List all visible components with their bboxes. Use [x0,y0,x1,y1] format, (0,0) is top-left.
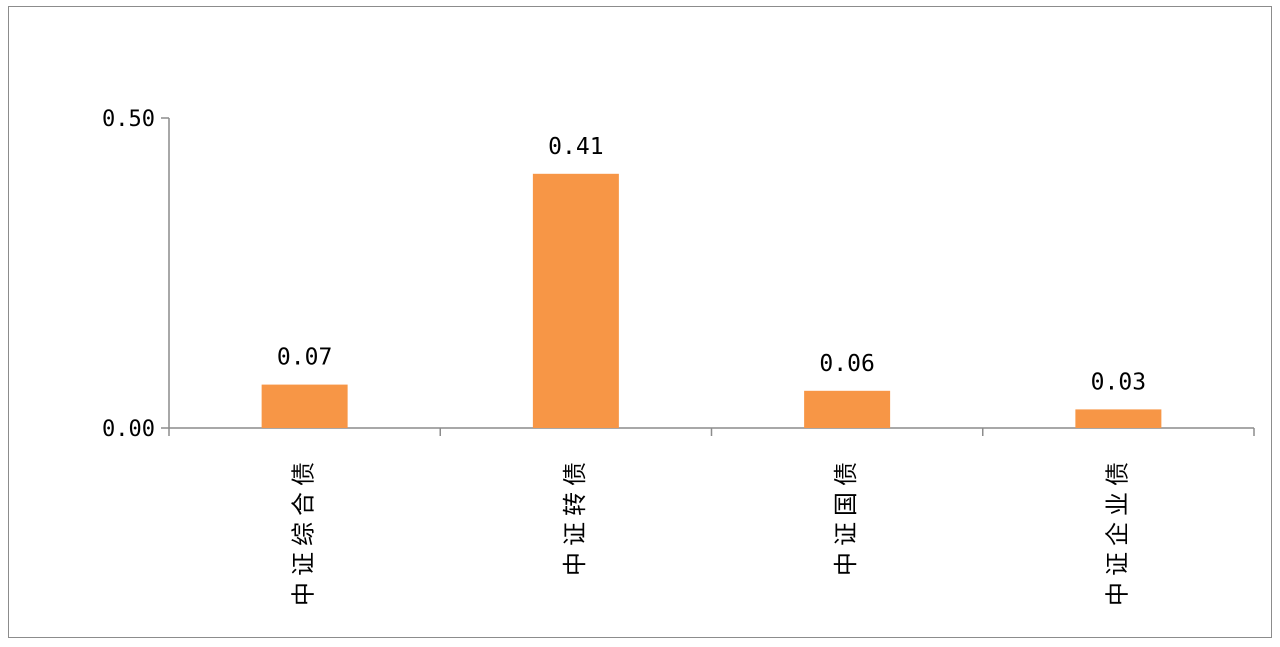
bar [1075,409,1162,428]
bar [261,384,348,428]
data-label: 0.07 [277,345,332,371]
chart-frame [8,6,1272,638]
y-tick-label: 0.50 [102,107,155,132]
data-labels: 0.07 0.41 0.06 0.03 [277,134,1146,396]
y-axis: 0.00 0.50 [102,107,170,442]
category-label: 中证综合债 [290,456,318,606]
category-label: 中证国债 [832,456,860,576]
y-tick-label: 0.00 [102,417,155,442]
data-label: 0.06 [819,351,874,377]
bar [532,173,619,428]
data-label: 0.03 [1091,369,1146,395]
category-label: 中证企业债 [1103,456,1131,606]
data-label: 0.41 [548,134,603,160]
x-axis [168,427,1255,436]
category-label: 中证转债 [561,456,589,576]
bar [804,390,891,428]
bars [261,173,1162,428]
category-labels: 中证综合债 中证转债 中证国债 中证企业债 [290,456,1132,606]
